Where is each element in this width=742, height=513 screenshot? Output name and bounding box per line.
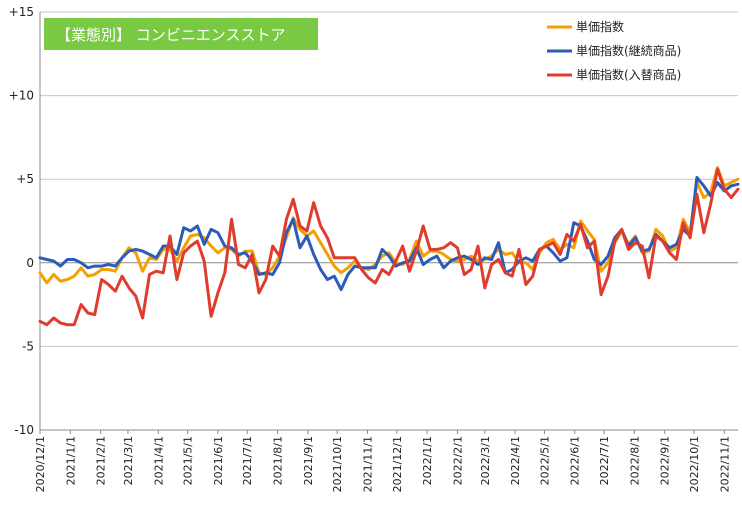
x-tick-label: 2021/2/1: [95, 436, 108, 485]
x-tick-label: 2022/7/1: [598, 436, 611, 485]
x-tick-label: 2022/8/1: [628, 436, 641, 485]
chart-title: 【業態別】 コンビニエンスストア: [56, 26, 285, 44]
x-tick-label: 2022/1/1: [421, 436, 434, 485]
x-tick-label: 2021/12/1: [391, 436, 404, 492]
y-tick-label: 0: [26, 256, 34, 270]
y-tick-label: -5: [22, 339, 34, 353]
x-tick-label: 2021/9/1: [302, 436, 315, 485]
x-tick-label: 2021/5/1: [182, 436, 195, 485]
x-tick-label: 2022/2/1: [451, 436, 464, 485]
x-tick-label: 2022/3/1: [479, 436, 492, 485]
x-tick-label: 2022/6/1: [569, 436, 582, 485]
x-tick-label: 2021/6/1: [212, 436, 225, 485]
x-tick-label: 2021/7/1: [241, 436, 254, 485]
x-tick-label: 2020/12/1: [34, 436, 47, 492]
legend-label-1: 単価指数(継続商品): [576, 43, 681, 58]
x-tick-label: 2021/3/1: [122, 436, 135, 485]
legend-entry-0: 単価指数: [547, 19, 624, 34]
y-tick-label: -10: [14, 423, 34, 437]
x-tick-label: 2022/4/1: [509, 436, 522, 485]
axes: [39, 12, 738, 431]
y-tick-label: +15: [9, 5, 34, 19]
x-tick-label: 2021/8/1: [272, 436, 285, 485]
x-tick-label: 2021/10/1: [331, 436, 344, 492]
chart-title-box: 【業態別】 コンビニエンスストア: [44, 18, 318, 50]
y-axis-tick-labels: +15 +10 +5 0 -5 -10: [9, 5, 34, 437]
x-tick-label: 2022/11/1: [718, 436, 731, 492]
chart-title-background: [44, 18, 318, 50]
x-tick-label: 2022/9/1: [659, 436, 672, 485]
x-tick-label: 2021/1/1: [64, 436, 77, 485]
legend-label-0: 単価指数: [576, 19, 624, 34]
legend-entry-2: 単価指数(入替商品): [547, 67, 681, 82]
legend: 単価指数 単価指数(継続商品) 単価指数(入替商品): [547, 19, 681, 82]
series-lines: [38, 166, 740, 327]
legend-entry-1: 単価指数(継続商品): [547, 43, 681, 58]
y-tick-label: +5: [16, 172, 34, 186]
y-tick-label: +10: [9, 89, 34, 103]
x-tick-label: 2022/10/1: [688, 436, 701, 492]
legend-label-2: 単価指数(入替商品): [576, 67, 681, 82]
x-tick-label: 2021/11/1: [361, 436, 374, 492]
x-axis-tick-labels: 2020/12/1 2021/1/1 2021/2/1 2021/3/1 2021/4/…: [34, 430, 731, 492]
series-line-2: [38, 167, 740, 327]
x-tick-label: 2021/4/1: [152, 436, 165, 485]
x-tick-label: 2022/5/1: [538, 436, 551, 485]
